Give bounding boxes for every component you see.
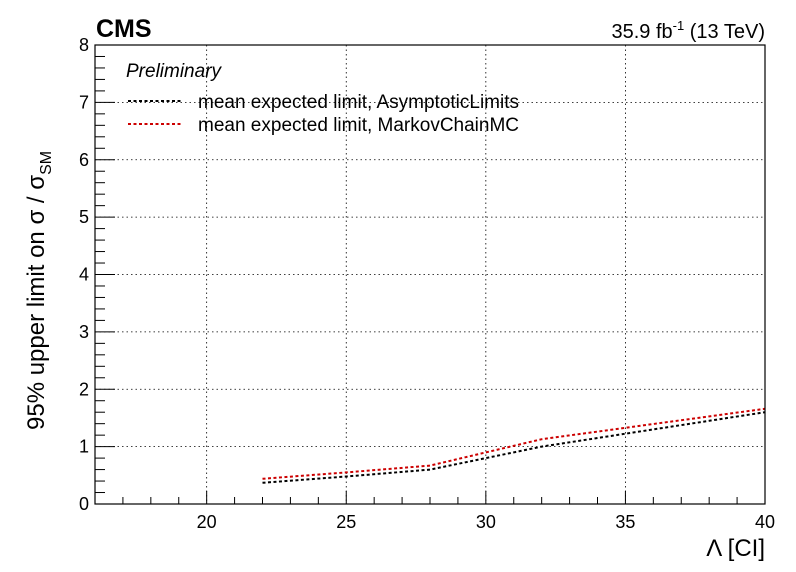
y-axis-title: 95% upper limit on σ / σSM bbox=[23, 151, 55, 430]
y-tick-label: 7 bbox=[79, 92, 89, 112]
x-tick-label: 20 bbox=[197, 512, 217, 532]
y-tick-label: 6 bbox=[79, 150, 89, 170]
legend-label-markov: mean expected limit, MarkovChainMC bbox=[198, 115, 519, 136]
y-tick-label: 4 bbox=[79, 265, 89, 285]
y-tick-label: 1 bbox=[79, 437, 89, 457]
grid-lines bbox=[95, 44, 766, 505]
x-tick-label: 25 bbox=[336, 512, 356, 532]
y-tick-label: 2 bbox=[79, 379, 89, 399]
y-axis-title-subscript: SM bbox=[38, 151, 55, 175]
series-line-markov bbox=[262, 407, 766, 480]
lumi-energy: (13 TeV) bbox=[684, 21, 765, 43]
axis-ticks: 20 25 30 35 40 0 1 2 3 4 5 6 7 8 bbox=[79, 35, 775, 532]
legend: mean expected limit, AsymptoticLimits me… bbox=[128, 92, 519, 136]
series-lines bbox=[262, 407, 766, 484]
cms-label: CMS bbox=[96, 15, 152, 43]
series-line-asymptotic bbox=[262, 411, 766, 484]
legend-label-asymptotic: mean expected limit, AsymptoticLimits bbox=[198, 92, 519, 113]
y-tick-label: 0 bbox=[79, 494, 89, 514]
lumi-exponent: -1 bbox=[673, 18, 685, 33]
y-tick-label: 8 bbox=[79, 35, 89, 55]
lumi-value: 35.9 fb bbox=[611, 21, 672, 43]
x-tick-label: 40 bbox=[755, 512, 775, 532]
luminosity-label: 35.9 fb-1 (13 TeV) bbox=[611, 18, 765, 43]
preliminary-label: Preliminary bbox=[126, 61, 223, 82]
x-axis-title: Λ [CI] bbox=[706, 535, 765, 562]
y-axis-title-main: 95% upper limit on σ / σ bbox=[23, 175, 50, 430]
y-tick-label: 3 bbox=[79, 322, 89, 342]
x-tick-label: 30 bbox=[476, 512, 496, 532]
y-tick-label: 5 bbox=[79, 207, 89, 227]
x-tick-label: 35 bbox=[615, 512, 635, 532]
